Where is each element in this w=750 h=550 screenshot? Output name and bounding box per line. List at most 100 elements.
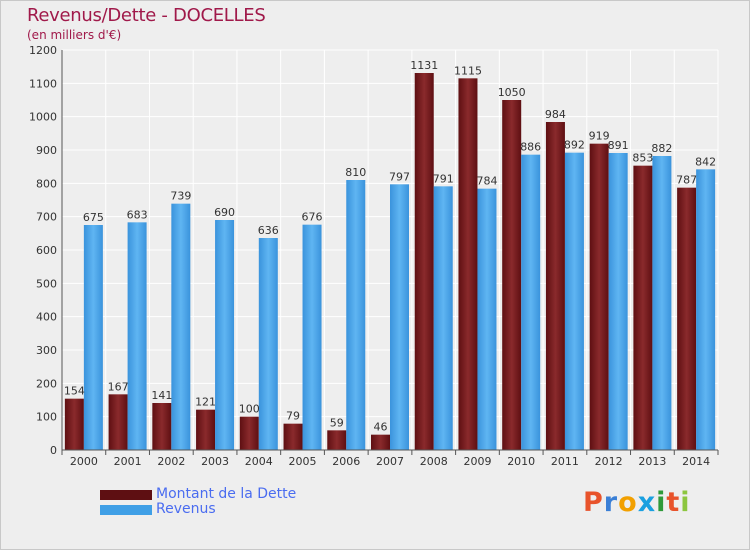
bar-debt <box>239 416 259 450</box>
bar-revenus <box>477 188 497 450</box>
bar-revenus <box>608 153 628 450</box>
y-tick-label: 700 <box>36 211 57 224</box>
data-label-debt: 1050 <box>498 86 526 99</box>
bar-debt <box>108 394 128 450</box>
logo-letter: o <box>618 487 638 518</box>
legend-item-debt: Montant de la Dette <box>100 487 296 502</box>
legend: Montant de la Dette Revenus <box>100 487 296 517</box>
data-label-revenus: 810 <box>345 166 366 179</box>
data-label-debt: 1115 <box>454 64 482 77</box>
data-label-debt: 167 <box>108 380 129 393</box>
bar-revenus <box>433 186 453 451</box>
data-labels: 154 675 167 683 141 739 121 690 100 636 79 676 59 810… <box>64 59 716 434</box>
data-label-debt: 919 <box>589 130 610 143</box>
logo-letter: i <box>680 487 691 518</box>
data-label-revenus: 636 <box>258 224 279 237</box>
x-tick-label: 2007 <box>376 455 404 468</box>
bar-revenus <box>346 180 366 450</box>
data-label-revenus: 675 <box>83 211 104 224</box>
bar-revenus <box>83 225 103 450</box>
x-axis: 2000 2001 2002 2003 2004 2005 2006 2007 2008 2009… <box>61 449 719 468</box>
x-tick-label: 2006 <box>332 455 360 468</box>
bar-revenus <box>302 224 322 450</box>
data-label-debt: 984 <box>545 108 566 121</box>
data-label-debt: 154 <box>64 385 85 398</box>
x-tick-label: 2002 <box>157 455 185 468</box>
bar-debt <box>152 403 172 450</box>
bar-revenus <box>521 154 541 450</box>
logo-letter: i <box>656 487 667 518</box>
x-tick-label: 2011 <box>551 455 579 468</box>
x-tick-label: 2004 <box>245 455 273 468</box>
x-tick-label: 2005 <box>289 455 317 468</box>
y-tick-label: 300 <box>36 344 57 357</box>
data-label-debt: 1131 <box>410 59 438 72</box>
data-label-revenus: 683 <box>127 208 148 221</box>
data-label-revenus: 892 <box>564 139 585 152</box>
x-tick-label: 2013 <box>638 455 666 468</box>
bar-debt <box>545 122 565 450</box>
data-label-revenus: 739 <box>170 190 191 203</box>
y-tick-label: 0 <box>50 444 57 457</box>
y-tick-label: 1200 <box>29 44 57 57</box>
x-tick-label: 2000 <box>70 455 98 468</box>
y-tick-label: 600 <box>36 244 57 257</box>
logo-letter: t <box>666 487 681 518</box>
bar-debt <box>64 398 84 450</box>
x-tick-label: 2010 <box>507 455 535 468</box>
y-tick-label: 400 <box>36 311 57 324</box>
x-tick-label: 2009 <box>463 455 491 468</box>
data-label-debt: 141 <box>151 389 172 402</box>
legend-label-debt: Montant de la Dette <box>156 486 297 502</box>
bar-debt <box>589 143 609 450</box>
x-tick-label: 2008 <box>420 455 448 468</box>
bar-debt <box>502 100 522 450</box>
bars <box>64 73 716 451</box>
bar-revenus <box>696 169 716 451</box>
x-tick-label: 2014 <box>682 455 710 468</box>
bar-revenus <box>127 222 147 450</box>
data-label-debt: 59 <box>330 416 344 429</box>
logo-letter: x <box>637 487 657 518</box>
y-tick-label: 800 <box>36 177 57 190</box>
proxiti-logo: Proxiti <box>583 487 691 518</box>
data-label-debt: 100 <box>239 403 260 416</box>
data-label-revenus: 676 <box>302 211 323 224</box>
y-tick-label: 500 <box>36 277 57 290</box>
data-label-revenus: 690 <box>214 206 235 219</box>
bar-revenus <box>390 184 409 451</box>
legend-item-revenus: Revenus <box>100 502 296 517</box>
bar-revenus <box>171 203 191 450</box>
y-tick-label: 1100 <box>29 77 57 90</box>
data-label-revenus: 784 <box>476 175 497 188</box>
y-tick-label: 900 <box>36 144 57 157</box>
data-label-debt: 121 <box>195 396 216 409</box>
data-label-revenus: 842 <box>695 155 716 168</box>
bar-revenus <box>652 156 672 450</box>
bar-revenus <box>215 220 235 450</box>
y-axis: 0 100 200 300 400 500 600 700 800 900 1000 1100 1200 <box>29 44 63 457</box>
data-label-debt: 787 <box>676 174 697 187</box>
bar-debt <box>677 187 697 450</box>
bar-debt <box>371 434 390 450</box>
bar-debt <box>327 430 347 450</box>
y-tick-label: 200 <box>36 377 57 390</box>
bar-debt <box>414 73 434 450</box>
data-label-debt: 79 <box>286 410 300 423</box>
y-tick-label: 100 <box>36 411 57 424</box>
bar-debt <box>283 423 303 450</box>
data-label-debt: 853 <box>632 152 653 165</box>
chart-title: Revenus/Dette - DOCELLES <box>27 5 266 26</box>
data-label-revenus: 882 <box>651 142 672 155</box>
bar-debt <box>196 409 216 450</box>
data-label-revenus: 797 <box>389 170 410 183</box>
bar-debt <box>633 165 653 450</box>
data-label-revenus: 886 <box>520 141 541 154</box>
x-tick-label: 2001 <box>114 455 142 468</box>
x-tick-label: 2012 <box>595 455 623 468</box>
legend-swatch-revenus <box>100 504 152 515</box>
data-label-revenus: 891 <box>608 139 629 152</box>
bar-revenus <box>564 152 584 450</box>
x-tick-label: 2003 <box>201 455 229 468</box>
